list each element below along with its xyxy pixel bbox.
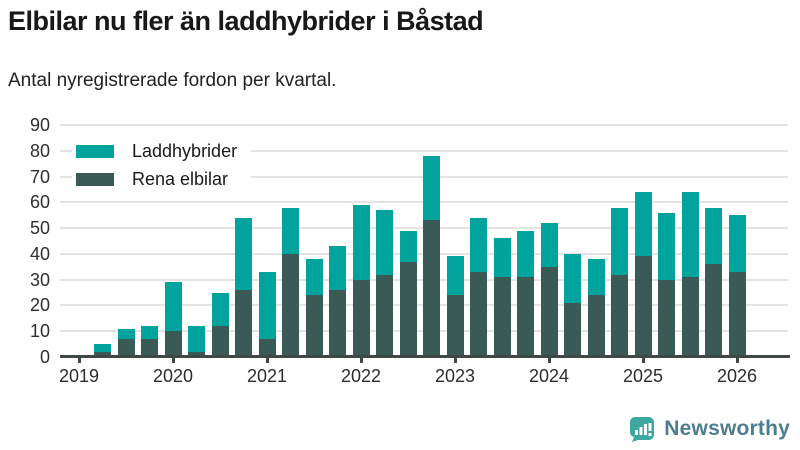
- x-axis-tick: [454, 358, 457, 363]
- x-tick-label: 2021: [246, 366, 288, 386]
- bar-segment-laddhybrider: [117, 328, 135, 339]
- gridline: [60, 124, 788, 126]
- bar-segment-laddhybrider: [164, 282, 182, 332]
- bar-segment-rena-elbilar: [376, 274, 393, 357]
- bar-segment-rena-elbilar: [634, 256, 652, 357]
- bar-segment-rena-elbilar: [117, 338, 135, 357]
- bar-segment-laddhybrider: [423, 155, 440, 221]
- bar-segment-laddhybrider: [235, 217, 252, 290]
- y-tick-label: 80: [29, 140, 50, 161]
- y-tick-label: 0: [39, 347, 50, 367]
- bar-segment-laddhybrider: [399, 230, 417, 262]
- bar-segment-rena-elbilar: [540, 266, 558, 357]
- legend-swatch-rena-elbilar: [76, 173, 114, 186]
- chart-title: Elbilar nu fler än laddhybrider i Båstad: [8, 6, 484, 36]
- x-tick-label: 2026: [716, 366, 758, 386]
- legend-label: Laddhybrider: [132, 141, 238, 161]
- bar-segment-rena-elbilar: [94, 351, 111, 357]
- x-axis-tick: [548, 358, 551, 363]
- bar-segment-laddhybrider: [587, 259, 605, 296]
- bar-segment-rena-elbilar: [329, 289, 346, 357]
- x-axis-tick: [642, 358, 645, 363]
- bar-segment-laddhybrider: [517, 230, 534, 278]
- bar-segment-laddhybrider: [376, 210, 393, 275]
- bar-segment-rena-elbilar: [681, 277, 699, 357]
- x-tick-label: 2024: [528, 366, 570, 386]
- y-tick-label: 90: [29, 115, 50, 135]
- bar-segment-rena-elbilar: [446, 295, 464, 357]
- x-tick-label: 2020: [152, 366, 194, 386]
- x-axis-tick: [266, 358, 269, 363]
- legend-swatch-laddhybrider: [76, 145, 114, 158]
- x-tick-label: 2019: [58, 366, 100, 386]
- bar-segment-laddhybrider: [329, 246, 346, 290]
- y-tick-label: 10: [29, 321, 50, 342]
- bar-segment-rena-elbilar: [352, 279, 370, 357]
- x-tick-label: 2025: [622, 366, 664, 386]
- bar-segment-rena-elbilar: [517, 277, 534, 357]
- bar-segment-laddhybrider: [282, 207, 299, 254]
- y-tick-label: 20: [29, 295, 50, 316]
- bar-segment-laddhybrider: [211, 292, 229, 327]
- x-axis-tick: [78, 358, 81, 363]
- bar-segment-rena-elbilar: [141, 338, 158, 357]
- x-axis-tick: [360, 358, 363, 363]
- bar-segment-laddhybrider: [564, 253, 581, 303]
- y-tick-label: 50: [29, 218, 50, 239]
- bar-segment-rena-elbilar: [423, 220, 440, 357]
- newsworthy-bubble-chart-icon: [630, 417, 655, 442]
- bar-segment-laddhybrider: [540, 222, 558, 267]
- plot-area: [60, 124, 788, 357]
- bar-segment-laddhybrider: [470, 217, 487, 272]
- bar-segment-rena-elbilar: [399, 261, 417, 357]
- bar-segment-laddhybrider: [728, 215, 746, 272]
- bar-segment-rena-elbilar: [235, 289, 252, 357]
- bar-segment-laddhybrider: [681, 192, 699, 278]
- bar-segment-rena-elbilar: [611, 274, 628, 357]
- bar-segment-rena-elbilar: [493, 277, 511, 357]
- bar-segment-rena-elbilar: [728, 271, 746, 357]
- bar-segment-laddhybrider: [258, 271, 276, 339]
- bar-segment-laddhybrider: [658, 212, 675, 280]
- x-tick-label: 2022: [340, 366, 382, 386]
- legend-label: Rena elbilar: [132, 169, 229, 189]
- bar-segment-rena-elbilar: [211, 326, 229, 357]
- bar-segment-rena-elbilar: [705, 264, 722, 357]
- bar-segment-laddhybrider: [634, 192, 652, 257]
- bar-segment-rena-elbilar: [587, 295, 605, 357]
- x-axis-tick: [736, 358, 739, 363]
- bar-segment-rena-elbilar: [164, 331, 182, 357]
- y-tick-label: 70: [29, 166, 50, 187]
- bar-segment-laddhybrider: [141, 326, 158, 339]
- bar-segment-laddhybrider: [446, 256, 464, 296]
- bar-segment-rena-elbilar: [564, 302, 581, 357]
- bar-segment-laddhybrider: [305, 259, 323, 296]
- x-axis-line: [60, 355, 790, 358]
- bar-segment-rena-elbilar: [258, 338, 276, 357]
- bar-segment-laddhybrider: [611, 207, 628, 275]
- y-tick-label: 30: [29, 269, 50, 290]
- bar-segment-rena-elbilar: [305, 295, 323, 357]
- y-tick-label: 60: [29, 192, 50, 213]
- gridline: [60, 149, 788, 152]
- x-tick-label: 2023: [434, 366, 476, 386]
- newsworthy-logo[interactable]: Newsworthy: [629, 416, 790, 442]
- bar-segment-rena-elbilar: [658, 279, 675, 357]
- bar-segment-laddhybrider: [94, 344, 111, 352]
- bar-segment-laddhybrider: [705, 207, 722, 265]
- legend-item-laddhybrider: Laddhybrider: [72, 139, 252, 164]
- x-axis-tick: [172, 358, 175, 363]
- bar-segment-rena-elbilar: [188, 351, 205, 357]
- bar-segment-rena-elbilar: [470, 271, 487, 357]
- y-tick-label: 40: [29, 243, 50, 264]
- bar-segment-rena-elbilar: [282, 253, 299, 357]
- legend: Laddhybrider Rena elbilar: [72, 139, 252, 195]
- bar-segment-laddhybrider: [352, 204, 370, 280]
- newsworthy-logo-text: Newsworthy: [664, 417, 790, 440]
- bar-segment-laddhybrider: [188, 326, 205, 352]
- chart-subtitle: Antal nyregistrerade fordon per kvartal.: [8, 70, 337, 91]
- bar-segment-laddhybrider: [493, 238, 511, 278]
- legend-item-rena-elbilar: Rena elbilar: [72, 167, 252, 192]
